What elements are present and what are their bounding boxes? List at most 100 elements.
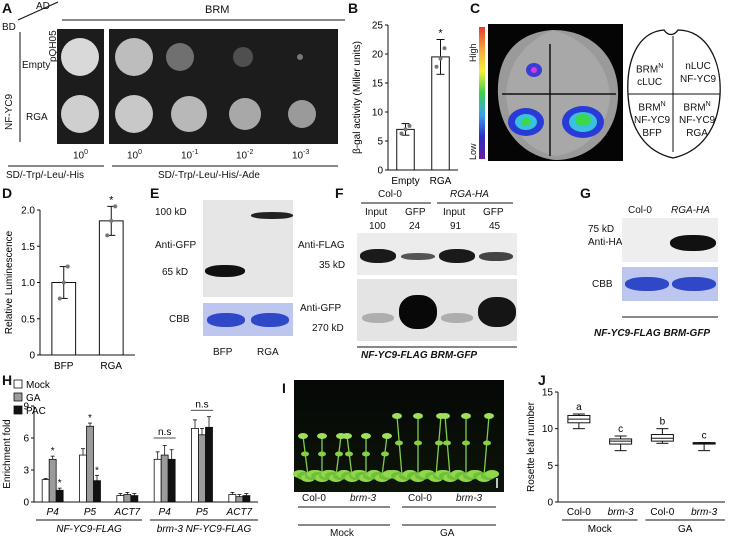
plant-inflorescence: [317, 433, 327, 439]
h-ytick-label: 3: [23, 466, 29, 477]
dilution-label-4: 10-2: [236, 149, 254, 162]
media-label-his: SD/-Trp/-Leu/-His: [6, 170, 84, 181]
d-significance: *: [109, 194, 114, 206]
f-flag-band-1: [360, 249, 396, 263]
g-antibody: Anti-HA: [588, 237, 623, 248]
e-cbb-band-2: [251, 313, 289, 327]
plant-inflorescence: [413, 413, 423, 419]
panel-letter-c: C: [470, 0, 481, 16]
brm-label: BRM: [205, 4, 230, 16]
chart-h: 0 3 6 9 Enrichment fold * * P4 * * P5 ACT7 P4 P5 ACT7 n…: [2, 379, 258, 535]
g-genotype: NF-YC9-FLAG BRM-GFP: [594, 328, 711, 339]
j-treatment-label: Mock: [588, 524, 613, 535]
h-bar-pac: [205, 426, 213, 503]
h-bar-mock: [116, 495, 125, 503]
b-ytick-label: 5: [377, 137, 383, 148]
b-category-label: Empty: [391, 176, 419, 187]
j-ytick-label: 5: [547, 461, 553, 472]
map-bl-label: BRMN NF-YC9 BFP: [634, 101, 671, 140]
h-group-label: brm-3 NF-YC9-FLAG: [157, 524, 252, 535]
b-ytick-label: 15: [372, 79, 384, 90]
h-category-label: P4: [159, 507, 172, 518]
h-category-label: ACT7: [226, 507, 253, 518]
panel-j: J 0 5 10 15 Rosette leaf number a Col-0 c brm-3 b…: [510, 370, 731, 552]
b-data-point: [407, 123, 412, 128]
f-gfp-band-1: [362, 313, 394, 323]
bd-bracket: [19, 32, 21, 142]
color-scale-bar: [479, 27, 485, 159]
plant-cauline-leaf: [483, 440, 491, 446]
plant-cauline-leaf: [462, 440, 470, 446]
h-bar-mock: [191, 428, 199, 503]
h-significance: *: [95, 465, 99, 476]
h-bar-ga: [160, 454, 169, 503]
g-band: [670, 235, 716, 251]
d-ylabel: Relative Luminescence: [4, 230, 15, 334]
e-lane-bfp: BFP: [213, 347, 233, 358]
e-lane-rga: RGA: [257, 347, 279, 358]
j-ytick-label: 10: [542, 424, 554, 435]
plant-stem: [396, 415, 403, 477]
plant-stem: [444, 415, 451, 477]
panel-h: H 0 3 6 9 Enrichment fold * * P4 * * P5 ACT7 P4 P5 ACT…: [0, 370, 290, 552]
dilution-label-1: 100: [73, 149, 89, 162]
h-bar-mock: [41, 479, 50, 503]
panel-letter-f: F: [335, 185, 344, 201]
f-quant-3: 91: [450, 221, 462, 232]
h-bar-pac: [167, 458, 176, 503]
h-bar-ga: [48, 458, 57, 503]
f-group-col0: Col-0: [378, 189, 402, 200]
panel-d: D 0 0.5 1.0 1.5 2.0 Relative Luminescence BFP R…: [0, 185, 145, 375]
b-ytick-label: 10: [372, 108, 384, 119]
b-data-point: [442, 46, 447, 51]
plant-rosette-leaf: [485, 470, 499, 478]
i-genotype-3: Col-0: [408, 493, 432, 504]
panel-letter-e: E: [150, 185, 160, 201]
i-genotype-1: Col-0: [302, 493, 326, 504]
panel-b: B 0 5 10 15 20 25 β-gal activity (Miller units…: [348, 0, 468, 190]
d-bar: [98, 220, 124, 356]
h-bar-ga: [86, 425, 94, 503]
b-data-point: [434, 64, 439, 69]
f-lane-4: GFP: [483, 207, 504, 218]
panel-letter-d: D: [2, 185, 13, 201]
b-category-label: RGA: [430, 176, 452, 187]
b-ylabel: β-gal activity (Miller units): [352, 41, 363, 154]
plant-cauline-leaf: [301, 451, 309, 457]
f-flag-band-2: [401, 253, 435, 260]
h-bar-mock: [228, 494, 237, 503]
j-category-label: Col-0: [650, 507, 674, 518]
j-group-letter: c: [618, 424, 623, 435]
h-bar-mock: [153, 458, 162, 503]
f-flag-mw: 35 kD: [319, 260, 346, 271]
panel-a-header-lines: [17, 1, 345, 21]
plant-cauline-leaf: [335, 451, 343, 457]
h-legend-swatch-pac: [13, 405, 23, 415]
panel-a: A AD BD pQH05 BRM NF-YC9 Empty RGA 100 1…: [0, 0, 345, 185]
i-treatment-ga: GA: [440, 528, 455, 539]
panel-letter-b: B: [348, 0, 359, 16]
h-significance: *: [88, 413, 92, 424]
panel-letter-g: G: [580, 185, 591, 201]
e-band-bfp: [205, 265, 245, 277]
g-cbb: CBB: [592, 279, 613, 290]
plant-cauline-leaf: [381, 451, 389, 457]
plant-inflorescence: [382, 433, 392, 439]
panel-g: G Col-0 RGA-HA 75 kD Anti-HA CBB NF-YC9-…: [580, 185, 731, 375]
h-bar-pac: [93, 480, 101, 503]
b-significance: *: [438, 28, 443, 40]
plant-inflorescence: [440, 413, 450, 419]
plant-cauline-leaf: [414, 440, 422, 446]
f-genotype-line: [357, 346, 517, 348]
j-ytick-label: 0: [547, 498, 553, 509]
h-category-label: P5: [196, 507, 209, 518]
f-lane-1: Input: [365, 207, 388, 218]
d-data-point: [109, 218, 114, 223]
j-category-label: Col-0: [567, 507, 591, 518]
d-category-label: RGA: [100, 361, 122, 372]
b-ytick-label: 20: [372, 50, 384, 61]
map-br-label: BRMN NF-YC9 RGA: [679, 101, 716, 140]
h-bar-ga: [198, 434, 206, 503]
h-ylabel: Enrichment fold: [2, 419, 13, 488]
f-genotype: NF-YC9-FLAG BRM-GFP: [361, 350, 478, 361]
